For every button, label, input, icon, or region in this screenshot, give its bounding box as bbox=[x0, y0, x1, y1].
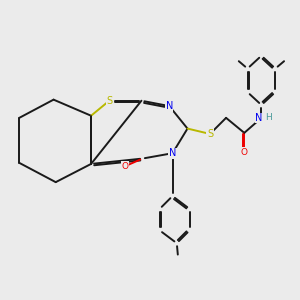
Text: N: N bbox=[166, 101, 173, 111]
Text: O: O bbox=[241, 148, 248, 157]
Text: S: S bbox=[207, 129, 213, 139]
Text: S: S bbox=[106, 96, 112, 106]
Text: N: N bbox=[255, 113, 263, 123]
Text: H: H bbox=[265, 113, 272, 122]
Text: N: N bbox=[169, 148, 176, 158]
Text: O: O bbox=[122, 162, 129, 171]
